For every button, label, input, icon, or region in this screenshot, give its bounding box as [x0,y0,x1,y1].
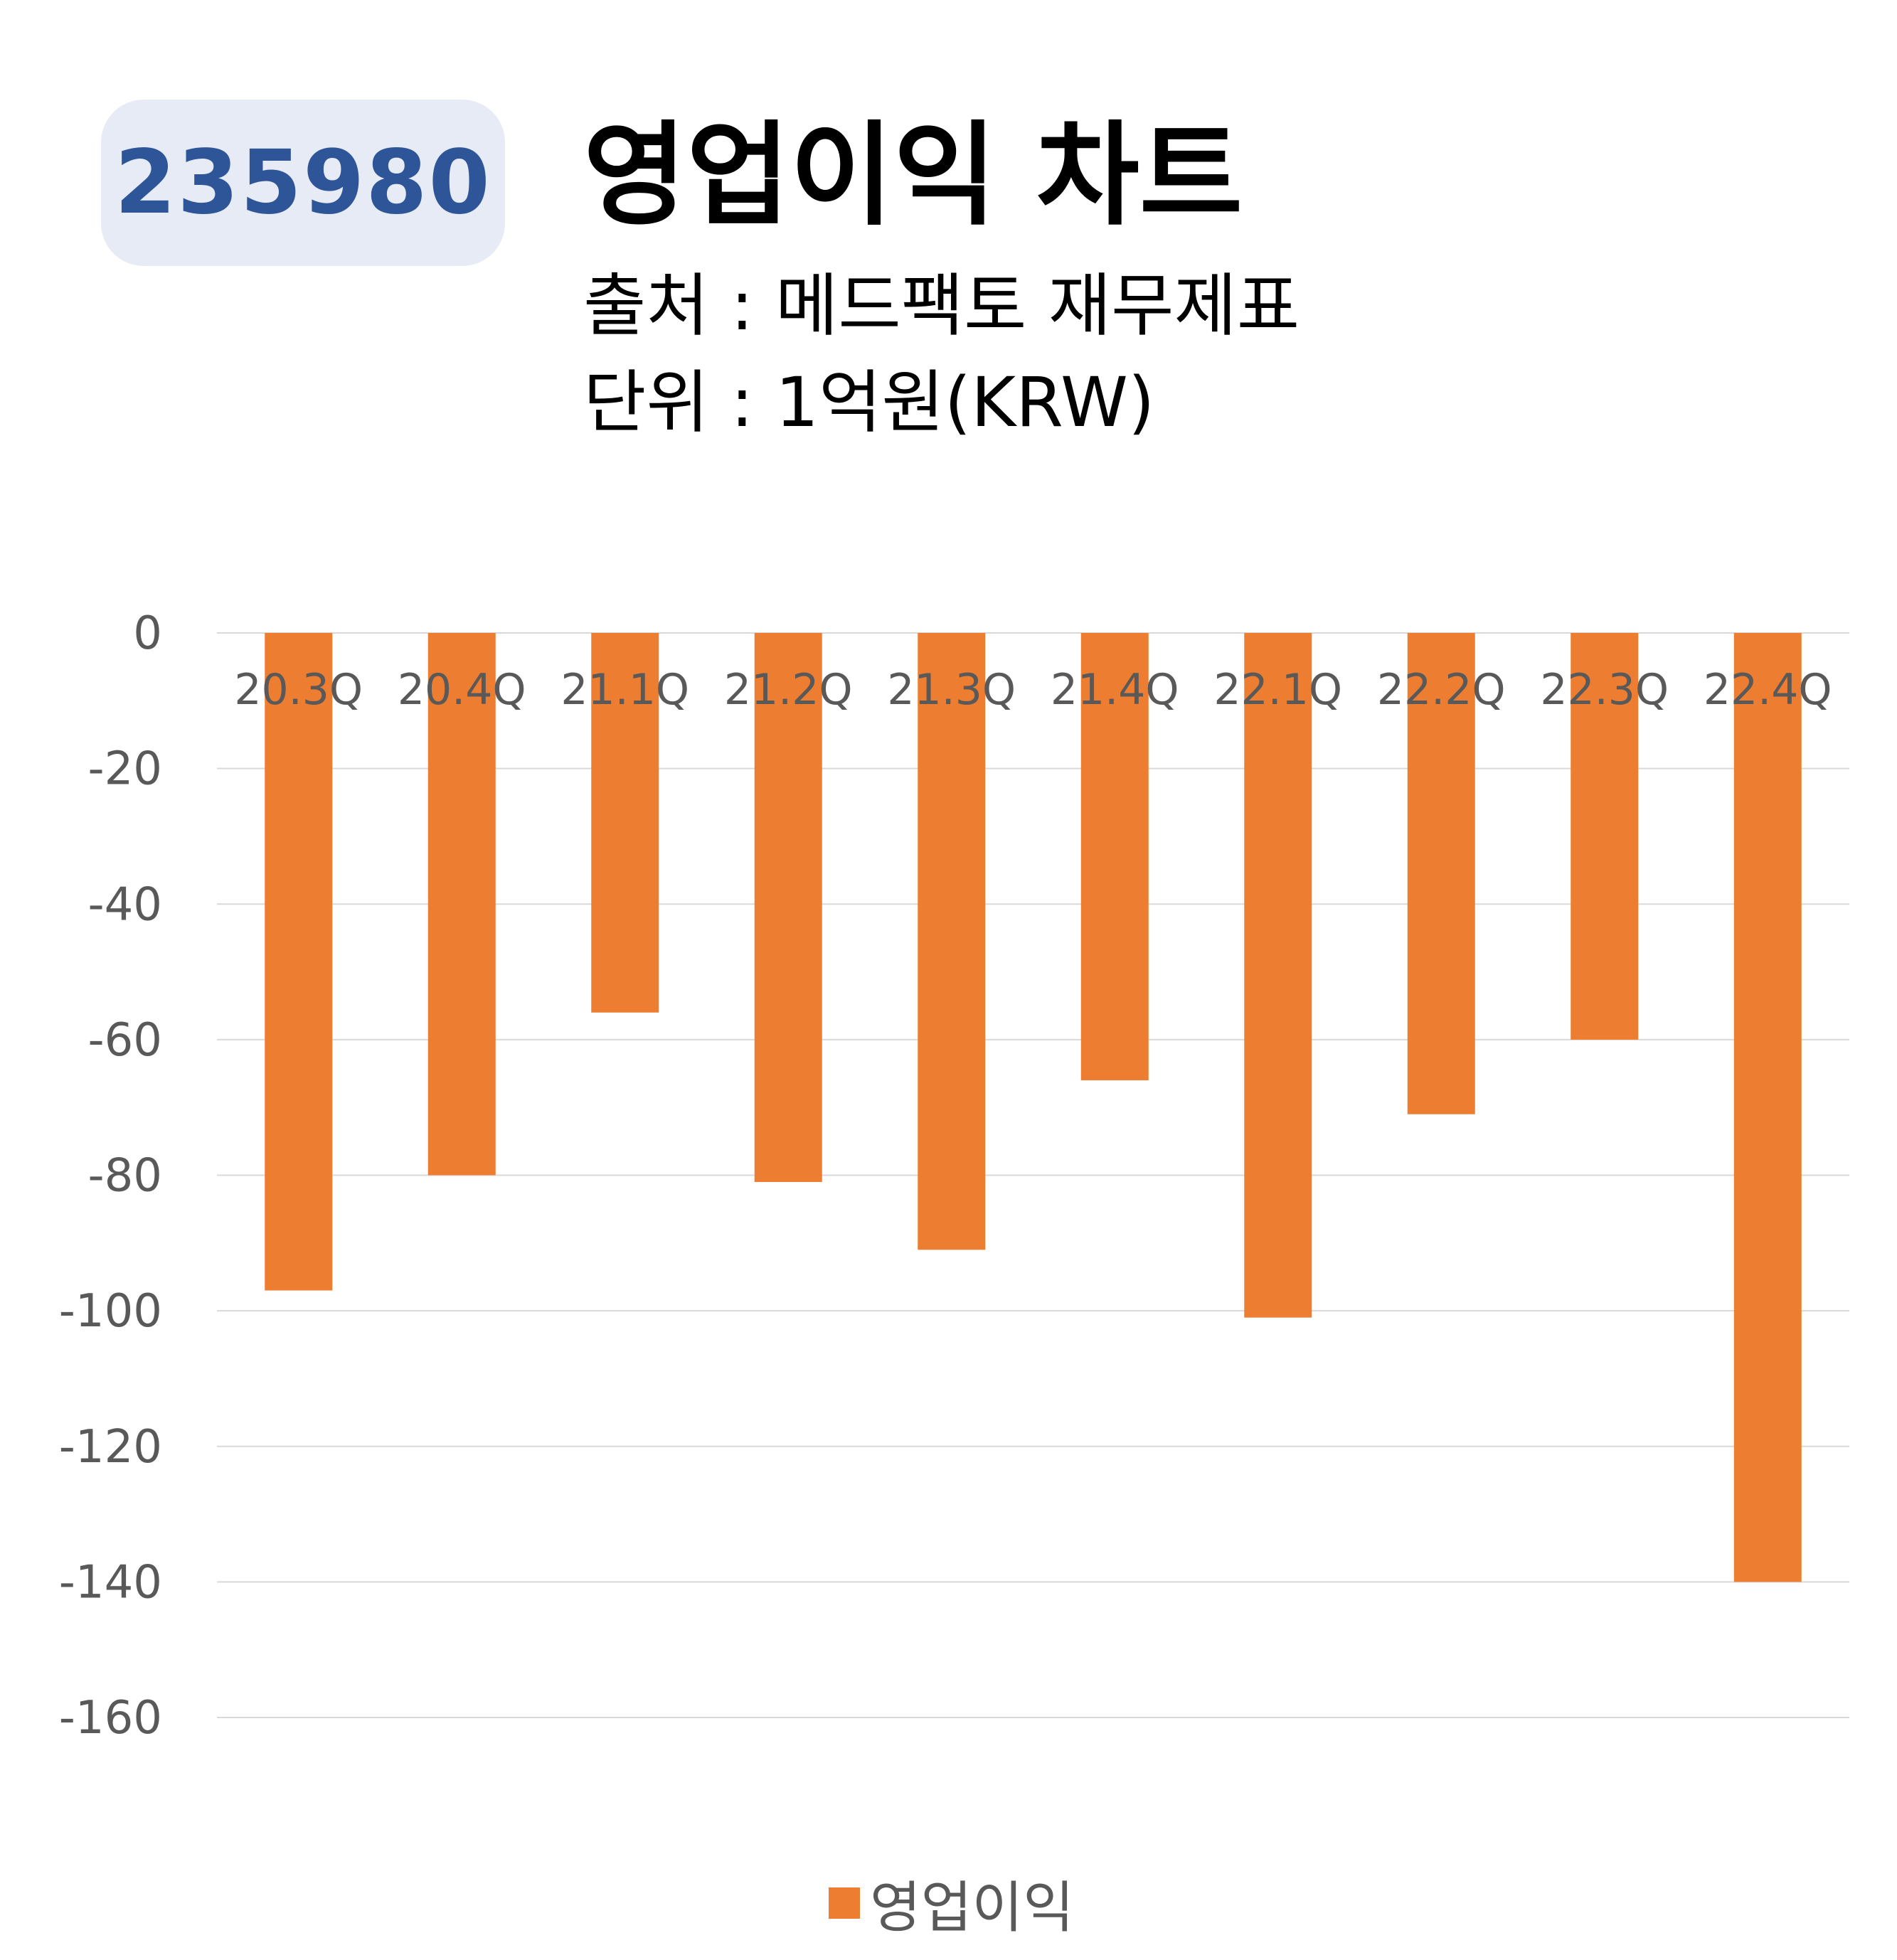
y-tick-label: -20 [87,743,162,796]
bar [591,633,659,1013]
unit-label: 단위 : 1억원(KRW) [583,363,1155,442]
bar [427,633,496,1176]
legend-swatch [829,1887,860,1919]
x-tick-label: 21.4Q [1051,665,1179,715]
x-tick-label: 22.3Q [1540,665,1669,715]
chart-title: 영업이익 차트 [583,110,1243,241]
x-tick-label: 21.3Q [887,665,1016,715]
y-tick-label: -100 [59,1285,162,1338]
y-tick-label: -120 [59,1421,162,1474]
y-tick-label: -80 [87,1150,162,1203]
bar [1080,633,1149,1081]
bar [1571,633,1639,1040]
stock-code: 235980 [115,132,491,234]
x-tick-label: 22.4Q [1704,665,1832,715]
bar-chart: 0 -20 -40 -60 -80 -100 -120 -140 -160 20.3Q 20.4Q 2… [59,607,1849,1745]
bar [754,633,822,1183]
y-tick-label: -140 [59,1556,162,1609]
y-tick-label: 0 [133,607,162,660]
x-tick-label: 22.2Q [1377,665,1506,715]
source-label: 출처 : 메드팩토 재무제표 [583,266,1300,346]
bar [1733,633,1802,1582]
legend: 영업이익 [829,1863,1074,1943]
x-tick-label: 21.1Q [560,665,689,715]
x-tick-label: 20.3Q [234,665,363,715]
x-tick-label: 21.2Q [724,665,853,715]
y-tick-label: -60 [87,1014,162,1067]
y-tick-label: -40 [87,878,162,931]
x-tick-label: 20.4Q [398,665,526,715]
bar [1244,633,1312,1318]
legend-label: 영업이익 [870,1876,1075,1940]
bar [918,633,986,1250]
y-tick-label: -160 [59,1692,162,1745]
bar [1407,633,1475,1114]
stock-code-badge: 235980 [101,100,505,266]
bar [265,633,333,1291]
x-tick-label: 22.1Q [1213,665,1342,715]
